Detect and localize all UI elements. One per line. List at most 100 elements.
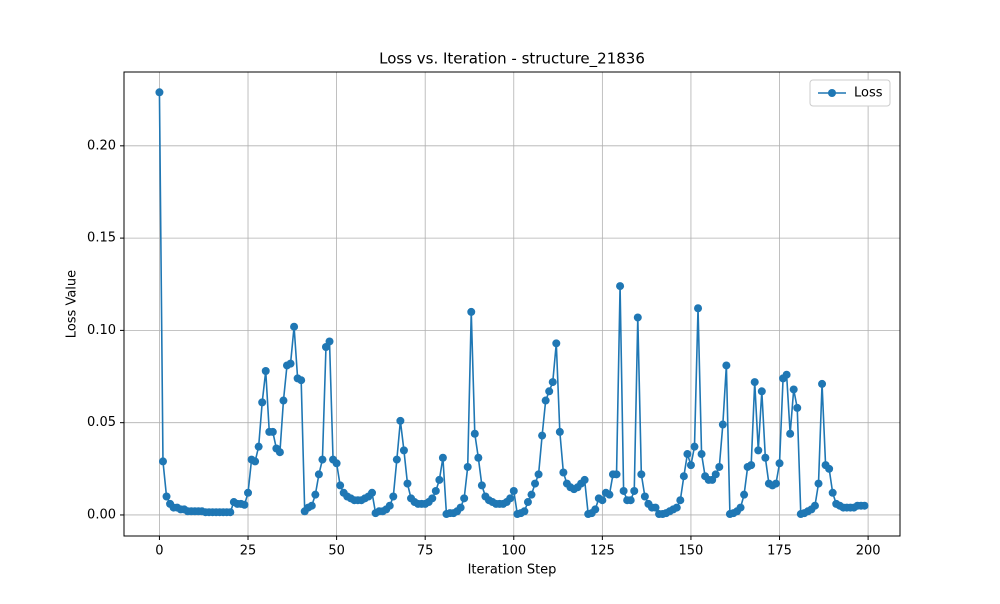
- point: [860, 501, 869, 510]
- point: [286, 359, 295, 368]
- point: [456, 503, 465, 512]
- point: [240, 500, 249, 509]
- point: [552, 339, 561, 348]
- point: [399, 446, 408, 455]
- point: [538, 431, 547, 440]
- point: [786, 429, 795, 438]
- point: [789, 385, 798, 394]
- point: [591, 505, 600, 514]
- point: [775, 459, 784, 468]
- point: [268, 427, 277, 436]
- point: [676, 496, 685, 505]
- point: [545, 387, 554, 396]
- point: [818, 379, 827, 388]
- point: [279, 396, 288, 405]
- point: [428, 494, 437, 503]
- point: [520, 507, 529, 516]
- point: [368, 488, 377, 497]
- point: [548, 378, 557, 387]
- plot-frame: [123, 71, 901, 537]
- point: [722, 361, 731, 370]
- point: [605, 490, 614, 499]
- point: [244, 488, 253, 497]
- point: [679, 472, 688, 481]
- y-tick-label: 0.05: [87, 415, 116, 430]
- point: [318, 455, 327, 464]
- point: [828, 488, 837, 497]
- point: [226, 508, 235, 517]
- y-tick-label: 0.20: [87, 138, 116, 153]
- point: [325, 337, 334, 346]
- point: [814, 479, 823, 488]
- point: [619, 486, 628, 495]
- point: [580, 475, 589, 484]
- x-tick-label: 50: [328, 544, 345, 559]
- point: [506, 494, 515, 503]
- point: [314, 470, 323, 479]
- point: [633, 313, 642, 322]
- point: [258, 398, 267, 407]
- x-axis-label: Iteration Step: [468, 563, 557, 578]
- point: [470, 429, 479, 438]
- point: [637, 470, 646, 479]
- point: [718, 420, 727, 429]
- point: [460, 494, 469, 503]
- point: [694, 304, 703, 313]
- point: [782, 370, 791, 379]
- point: [275, 448, 284, 457]
- point: [651, 503, 660, 512]
- point: [162, 492, 171, 501]
- point: [438, 453, 447, 462]
- point: [616, 282, 625, 291]
- point: [810, 501, 819, 510]
- point: [672, 503, 681, 512]
- point: [711, 470, 720, 479]
- point: [825, 464, 834, 473]
- point: [158, 457, 167, 466]
- chart-title: Loss vs. Iteration - structure_21836: [379, 50, 645, 69]
- point: [290, 322, 299, 331]
- point: [474, 453, 483, 462]
- point: [396, 416, 405, 425]
- point: [740, 490, 749, 499]
- point: [332, 459, 341, 468]
- point: [523, 498, 532, 507]
- x-tick-label: 175: [767, 544, 792, 559]
- x-tick-label: 200: [856, 544, 881, 559]
- point: [690, 442, 699, 451]
- x-tick-label: 0: [155, 544, 163, 559]
- point: [640, 492, 649, 501]
- point: [793, 403, 802, 412]
- point: [251, 457, 260, 466]
- point: [531, 479, 540, 488]
- point: [736, 503, 745, 512]
- y-axis-label: Loss Value: [65, 270, 80, 338]
- x-tick-label: 75: [417, 544, 434, 559]
- point: [761, 453, 770, 462]
- y-tick-label: 0.00: [87, 507, 116, 522]
- x-tick-label: 25: [240, 544, 257, 559]
- point: [435, 475, 444, 484]
- point: [754, 446, 763, 455]
- point: [683, 450, 692, 459]
- point: [757, 387, 766, 396]
- point: [477, 481, 486, 490]
- point: [261, 366, 270, 375]
- point: [534, 470, 543, 479]
- x-tick-label: 125: [590, 544, 615, 559]
- point: [385, 501, 394, 510]
- point: [155, 88, 164, 97]
- point: [307, 501, 316, 510]
- legend-marker: [828, 89, 836, 97]
- point: [431, 486, 440, 495]
- point: [598, 496, 607, 505]
- x-tick-label: 100: [501, 544, 526, 559]
- point: [555, 427, 564, 436]
- point: [626, 496, 635, 505]
- y-tick-label: 0.10: [87, 323, 116, 338]
- point: [467, 307, 476, 316]
- point: [750, 378, 759, 387]
- point: [336, 481, 345, 490]
- point: [297, 376, 306, 385]
